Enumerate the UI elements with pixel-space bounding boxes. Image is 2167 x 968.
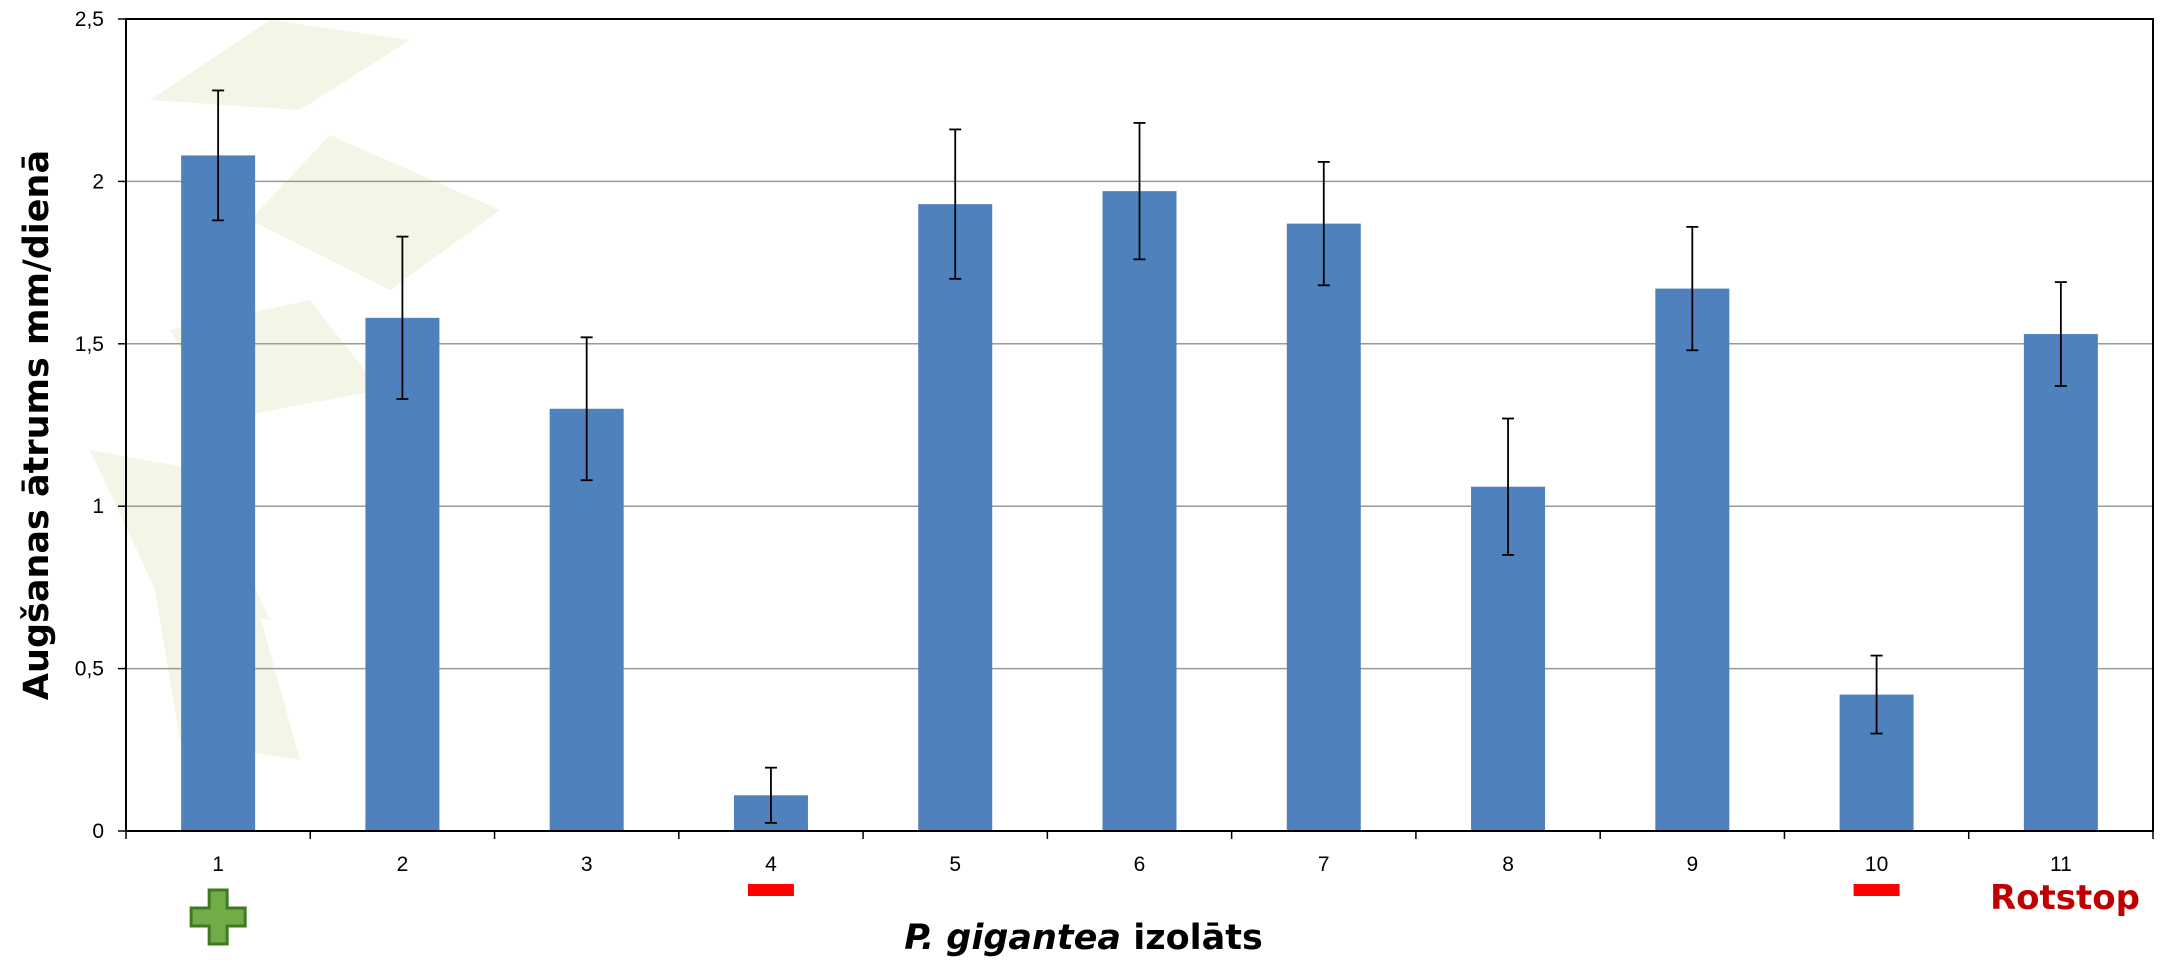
x-tick-label-9: 9 [1686,853,1698,876]
error-bar-8 [1502,417,1515,556]
y-tick-labels: 0 0,5 1 1,5 2 2,5 [75,8,104,843]
error-bar-4 [764,766,777,824]
y-tick-label: 1,5 [75,333,104,356]
y-tick-label: 2,5 [75,8,104,31]
x-tick-label-7: 7 [1318,853,1330,876]
error-bar-5 [949,128,962,280]
x-tick-label-5: 5 [949,853,961,876]
minus-marker-10 [1853,884,1900,896]
error-bar-11 [2054,281,2067,387]
bar-5 [918,204,993,832]
x-tick-label-4: 4 [765,853,777,876]
error-bars [212,89,2067,824]
x-axis-label-rest: izolāts [1121,918,1263,958]
bars [181,155,2098,832]
y-tick-label: 0 [92,820,104,843]
x-tick-label-10: 10 [1865,853,1888,876]
error-bar-7 [1317,161,1330,287]
y-tick-label: 1 [92,495,104,518]
watermark-shape [150,20,410,110]
x-tick-label-1: 1 [212,853,224,876]
error-bar-2 [396,235,409,400]
bar-2 [365,317,440,831]
x-tick-label-11: 11 [2050,853,2072,876]
bar-11 [2023,334,2098,831]
x-tick-labels: 1 2 3 4 5 6 7 8 9 10 11 [212,853,2071,876]
bar-1 [181,155,256,831]
rotstop-annotation: Rotstop [1990,878,2140,918]
bar-7 [1286,223,1361,831]
error-bar-10 [1870,654,1883,735]
error-bar-3 [580,336,593,482]
plot-frame [125,18,2154,832]
category-markers [189,884,1900,946]
x-tick-label-8: 8 [1502,853,1514,876]
y-tick-label: 2 [92,170,104,193]
axes [118,18,2154,839]
minus-marker-4 [747,884,794,896]
y-tick-label: 0,5 [75,658,104,681]
watermark-shape [250,135,500,290]
plus-marker-1 [189,888,247,946]
x-tick-label-6: 6 [1134,853,1146,876]
error-bar-6 [1133,122,1146,261]
bar-6 [1102,191,1177,832]
x-axis-label-species: P. gigantea [904,918,1122,958]
bar-9 [1655,288,1730,832]
y-axis-label: Augšanas ātrums mm/dienā [17,150,57,700]
error-bar-9 [1686,225,1699,352]
error-bar-1 [212,89,225,222]
x-tick-label-3: 3 [581,853,593,876]
x-axis-label: P. gigantea izolāts [0,918,2167,958]
x-tick-label-2: 2 [397,853,409,876]
